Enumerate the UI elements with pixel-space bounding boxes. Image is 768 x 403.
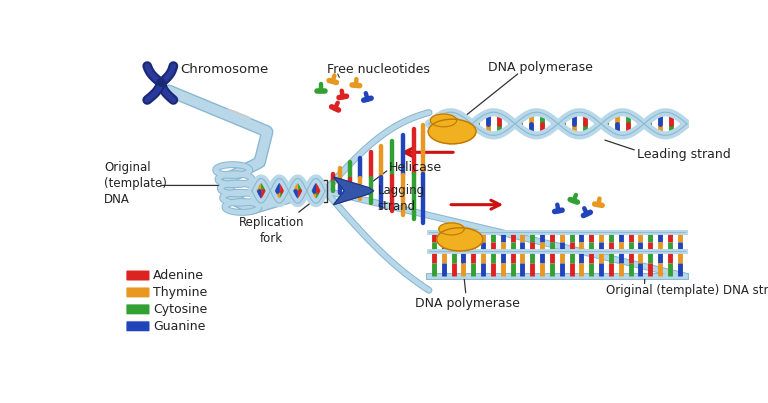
Ellipse shape (157, 80, 165, 86)
Text: DNA polymerase: DNA polymerase (488, 61, 593, 74)
FancyBboxPatch shape (126, 321, 150, 332)
FancyBboxPatch shape (126, 304, 150, 315)
Ellipse shape (430, 114, 457, 127)
Text: Thymine: Thymine (154, 286, 207, 299)
Text: Original
(template)
DNA: Original (template) DNA (104, 161, 167, 206)
Text: Replication
fork: Replication fork (238, 216, 304, 245)
FancyBboxPatch shape (126, 270, 150, 281)
Text: DNA polymerase: DNA polymerase (415, 297, 520, 310)
Ellipse shape (429, 119, 476, 144)
Ellipse shape (439, 223, 464, 235)
Text: Lagging
strand: Lagging strand (377, 184, 425, 213)
Text: Free nucleotides: Free nucleotides (326, 63, 429, 77)
Text: Original (template) DNA strand: Original (template) DNA strand (606, 285, 768, 297)
Polygon shape (333, 177, 373, 205)
Text: Cytosine: Cytosine (154, 303, 207, 316)
Text: Helicase: Helicase (389, 161, 442, 174)
Text: Chromosome: Chromosome (180, 62, 269, 76)
Text: Leading strand: Leading strand (637, 148, 730, 161)
Text: Guanine: Guanine (154, 320, 206, 333)
Ellipse shape (437, 228, 483, 251)
Text: Adenine: Adenine (154, 269, 204, 282)
FancyBboxPatch shape (126, 287, 150, 298)
